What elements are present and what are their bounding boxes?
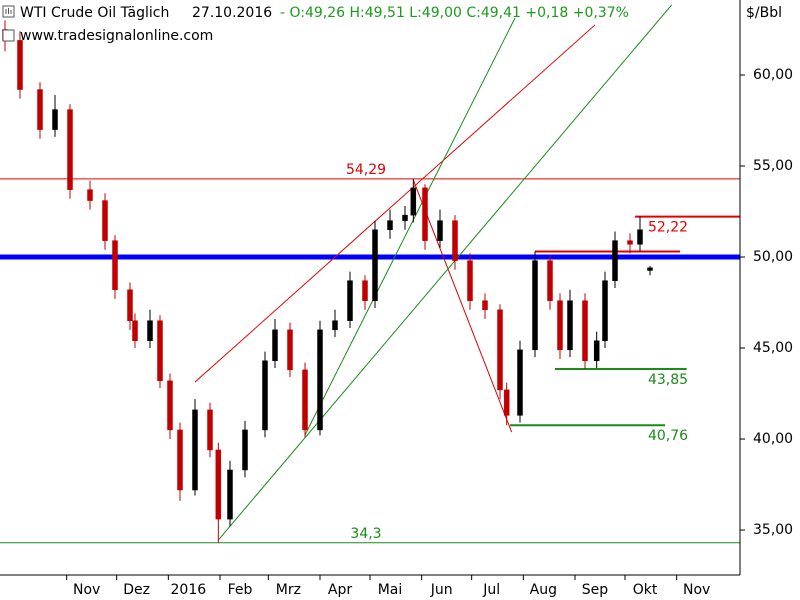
candle-body — [467, 260, 473, 301]
candle-body — [102, 200, 108, 241]
chart-title: WTI Crude Oil Täglich — [20, 5, 169, 21]
x-tick-label: Apr — [328, 582, 352, 598]
x-tick-label: Jul — [482, 582, 500, 598]
candle-body — [242, 429, 248, 471]
candle-body — [215, 449, 222, 520]
candle-body — [192, 409, 198, 491]
candle-body — [517, 349, 523, 416]
x-tick-label: Mrz — [276, 582, 301, 598]
candle-body — [167, 380, 173, 431]
candle-body — [410, 187, 417, 216]
x-tick-label: Mai — [378, 582, 403, 598]
y-tick-label: 60,00 — [753, 67, 793, 83]
trend-line — [304, 17, 516, 436]
candle-body — [317, 329, 323, 431]
candle-body — [207, 409, 213, 451]
candle-body — [557, 300, 563, 351]
candle-body — [227, 469, 233, 520]
candle-body — [112, 240, 118, 291]
candle-body — [52, 109, 58, 130]
candle-body — [503, 389, 510, 416]
candle-body — [437, 220, 443, 241]
y-axis-label: $/Bbl — [746, 5, 782, 21]
level-label: 43,85 — [648, 372, 688, 388]
candle-body — [17, 40, 23, 90]
x-tick-label: 2016 — [171, 582, 207, 598]
x-tick-label: Feb — [228, 582, 253, 598]
candle-body — [637, 229, 643, 245]
y-tick-label: 40,00 — [753, 431, 793, 447]
candle-body — [582, 300, 588, 362]
candle-body — [262, 360, 268, 431]
y-tick-label: 55,00 — [753, 158, 793, 174]
source-icon — [2, 29, 15, 42]
candle-body — [647, 267, 653, 271]
candle-body — [602, 280, 608, 341]
candle-body — [362, 280, 368, 301]
candle-body — [593, 340, 600, 362]
candle-body — [402, 214, 408, 221]
plot-area: 54,29 34,3 52,22 43,85 40,76 — [0, 4, 740, 544]
candle-body — [627, 240, 633, 245]
x-tick-label: Okt — [633, 582, 658, 598]
x-tick-label: Jun — [430, 582, 453, 598]
y-tick-label: 50,00 — [753, 249, 793, 265]
candle-body — [332, 320, 338, 331]
candle-body — [37, 89, 43, 130]
x-tick-label: Sep — [582, 582, 609, 598]
y-tick-label: 45,00 — [753, 340, 793, 356]
candle-body — [567, 300, 573, 351]
candle-body — [127, 289, 133, 321]
x-tick-label: Aug — [530, 582, 557, 598]
x-tick-label: Nov — [73, 582, 100, 598]
candle-body — [497, 309, 503, 391]
candle-body — [532, 260, 538, 351]
candle-body — [272, 329, 278, 362]
candle-body — [302, 369, 308, 431]
candle-body — [87, 189, 93, 201]
candle-body — [287, 329, 293, 371]
candle-body — [147, 320, 153, 341]
x-tick-label: Dez — [123, 582, 150, 598]
trend-line — [217, 4, 673, 541]
level-label: 34,3 — [350, 526, 381, 542]
candle-body — [177, 429, 183, 491]
trend-line — [412, 179, 513, 433]
candle-body — [157, 320, 163, 382]
candle-body — [612, 240, 618, 281]
candle-body — [347, 280, 353, 321]
quote: - O:49,26 H:49,51 L:49,00 C:49,41 +0,18 … — [280, 5, 629, 21]
candle-body — [67, 109, 73, 190]
quote-date: 27.10.2016 — [192, 5, 272, 21]
x-tick-label: Nov — [683, 582, 710, 598]
candle-body — [387, 220, 393, 230]
candle-body — [372, 229, 378, 301]
candle-body — [547, 260, 553, 301]
candle-body — [452, 220, 458, 261]
level-label: 52,22 — [648, 220, 688, 236]
source: www.tradesignalonline.com — [20, 28, 213, 44]
level-label: 54,29 — [346, 162, 386, 178]
candle-body — [422, 187, 428, 241]
level-label: 40,76 — [648, 428, 688, 444]
y-tick-label: 35,00 — [753, 522, 793, 538]
candle-body — [132, 320, 138, 341]
trend-line — [194, 24, 596, 383]
candle-body — [482, 300, 488, 311]
